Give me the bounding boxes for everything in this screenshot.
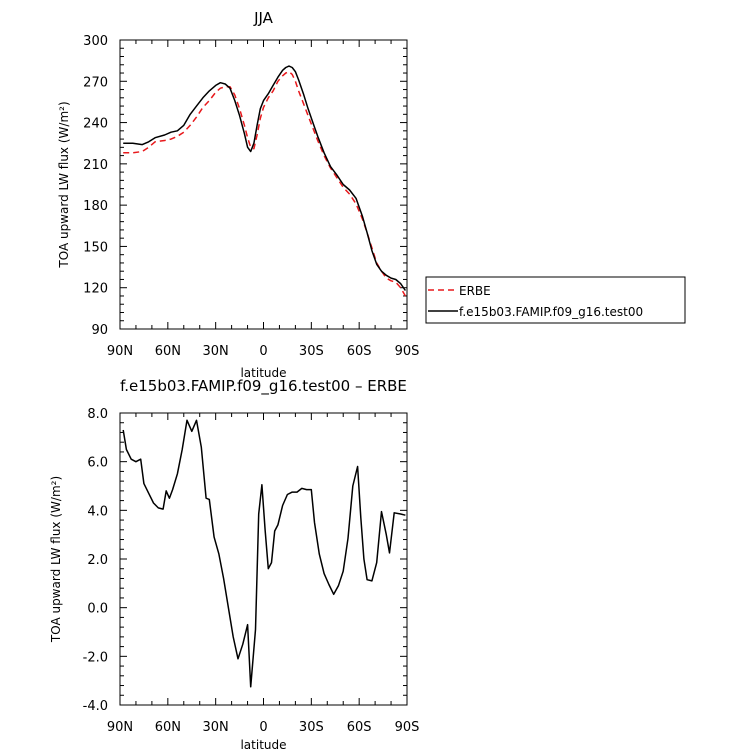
bottom-x-tick-label: 60N — [155, 720, 181, 735]
top-y-tick-label: 270 — [83, 75, 108, 90]
top-series-line-f-e15b03-famip-f09-g16-test00 — [123, 65, 407, 291]
legend-label: ERBE — [459, 284, 491, 298]
top-chart: JJA 90N 60N 30N 0 30S 60S 90S 90 120 150 180 210 240 2… — [57, 9, 686, 380]
bottom-x-axis-label: latitude — [240, 738, 286, 752]
top-series-line-erbe — [123, 70, 407, 297]
bottom-x-tick-label: 90S — [395, 720, 420, 735]
bottom-y-axis-label: TOA upward LW flux (W/m²) — [49, 476, 63, 643]
top-chart-title: JJA — [253, 9, 274, 27]
bottom-x-tick-label: 0 — [259, 720, 267, 735]
bottom-y-tick-label: -2.0 — [83, 650, 108, 665]
top-plot-frame — [119, 39, 408, 330]
top-y-tick-label: 150 — [83, 240, 108, 255]
bottom-y-tick-label: 4.0 — [87, 504, 108, 519]
bottom-y-tick-label: -4.0 — [83, 699, 108, 714]
top-y-tick-label: 180 — [83, 199, 108, 214]
top-y-tick-label: 240 — [83, 117, 108, 132]
top-x-tick-label: 0 — [259, 344, 267, 359]
legend-box — [425, 276, 686, 324]
bottom-y-tick-label: 2.0 — [87, 553, 108, 568]
bottom-chart: f.e15b03.FAMIP.f09_g16.test00 – ERBE 90N 6… — [49, 377, 419, 752]
bottom-x-tick-label: 30S — [299, 720, 324, 735]
bottom-y-tick-label: 8.0 — [87, 407, 108, 422]
top-y-tick-label: 300 — [83, 34, 108, 49]
bottom-x-tick-label: 30N — [203, 720, 229, 735]
top-x-tick-label: 90N — [107, 344, 133, 359]
bottom-x-tick-label: 90N — [107, 720, 133, 735]
top-x-tick-label: 30N — [203, 344, 229, 359]
top-x-tick-label: 60S — [347, 344, 372, 359]
top-x-axis-label: latitude — [240, 366, 286, 380]
bottom-y-tick-label: 0.0 — [87, 602, 108, 617]
bottom-series-line-difference — [122, 419, 406, 688]
top-y-axis-label: TOA upward LW flux (W/m²) — [57, 101, 71, 268]
bottom-y-tick-label: 6.0 — [87, 456, 108, 471]
top-y-tick-label: 210 — [83, 158, 108, 173]
top-x-tick-label: 90S — [395, 344, 420, 359]
top-x-tick-label: 60N — [155, 344, 181, 359]
bottom-chart-title: f.e15b03.FAMIP.f09_g16.test00 – ERBE — [120, 377, 407, 396]
top-y-tick-label: 120 — [83, 282, 108, 297]
legend: ERBE f.e15b03.FAMIP.f09_g16.test00 — [425, 276, 686, 324]
legend-label: f.e15b03.FAMIP.f09_g16.test00 — [459, 305, 643, 319]
bottom-x-tick-label: 60S — [347, 720, 372, 735]
top-y-tick-label: 90 — [91, 323, 108, 338]
top-x-tick-label: 30S — [299, 344, 324, 359]
